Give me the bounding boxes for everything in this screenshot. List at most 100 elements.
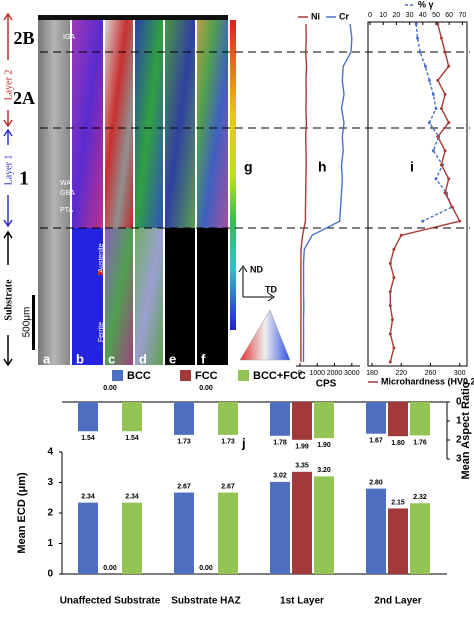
bar	[122, 402, 142, 432]
series-line	[300, 23, 308, 362]
series-point	[388, 290, 392, 294]
scale-bar-label: 500μm	[22, 307, 33, 338]
ferrite-swatch	[98, 345, 103, 350]
value-label: 2.15	[391, 499, 405, 506]
value-label: 1.67	[369, 438, 383, 445]
bar	[218, 402, 238, 435]
phase-legend: Ferrite	[98, 322, 105, 342]
axes-arrows	[238, 265, 275, 302]
value-label: 0.00	[199, 385, 213, 392]
series-point	[388, 360, 392, 364]
series-point	[443, 149, 447, 153]
bar	[218, 492, 238, 574]
series-point	[439, 107, 443, 110]
x-tick-label: 2000	[327, 370, 343, 377]
x-tick-label: 180	[366, 370, 378, 377]
bar	[292, 471, 312, 574]
panel-label: f	[201, 351, 206, 366]
x2-tick-label: 20	[392, 12, 400, 19]
series-point	[421, 219, 425, 223]
panel-c-bottom	[105, 228, 133, 365]
bar	[122, 502, 142, 574]
value-label: 0.00	[103, 565, 117, 572]
value-label: 1.76	[413, 439, 427, 446]
value-label: 1.54	[81, 435, 95, 442]
series-point	[436, 78, 440, 82]
legend-label: BCC+FCC	[253, 370, 306, 382]
panel-label: d	[139, 351, 147, 366]
x-tick-label: 1000	[309, 370, 325, 377]
series-point	[443, 92, 447, 96]
bar	[388, 402, 408, 437]
layer2-arrow	[3, 12, 13, 128]
series-point	[434, 177, 438, 181]
x-tick-label: Unaffected Substrate	[60, 596, 161, 607]
bar	[388, 508, 408, 574]
panel-b-bottom	[72, 228, 103, 365]
y-axis-label: Mean Aspect Ratio	[460, 381, 472, 479]
bar	[410, 402, 430, 436]
series-point	[450, 205, 454, 209]
series-point	[390, 318, 394, 322]
value-label: 3.02	[273, 473, 287, 480]
bar	[314, 402, 334, 439]
legend-label: Cr	[339, 11, 349, 21]
x-tick-label: Substrate HAZ	[171, 596, 240, 607]
series-point	[434, 107, 438, 110]
layer-arrows	[3, 12, 13, 367]
y-tick-label: 0	[456, 397, 462, 408]
austenite-swatch	[98, 270, 103, 275]
plot-frame	[367, 21, 468, 367]
series-point	[458, 219, 462, 223]
panel-label: j	[241, 435, 246, 450]
bar	[174, 492, 194, 574]
bar	[270, 402, 290, 436]
series-point	[392, 346, 396, 350]
legend-label: BCC	[127, 370, 151, 382]
value-label: 2.67	[221, 483, 235, 490]
region-label: Substrate	[3, 279, 14, 321]
bar	[78, 502, 98, 574]
axis-direction: ND	[250, 264, 263, 274]
panel-c-top	[105, 15, 133, 228]
region-lines	[40, 51, 470, 229]
series-point	[388, 332, 392, 336]
series-line	[302, 23, 353, 362]
panel-d-top	[135, 15, 163, 228]
x-tick-label: 2nd Layer	[374, 596, 421, 607]
panel-label: a	[43, 351, 51, 366]
series-point	[392, 276, 396, 279]
legend-label: Microhardness (HV0.2)	[381, 376, 474, 386]
x2-tick-label: 50	[432, 12, 440, 19]
legend-label: Ni	[311, 11, 320, 21]
panel-e-bottom	[165, 228, 195, 365]
x-tick-label: 300	[454, 370, 466, 377]
region-label: 2B	[13, 28, 34, 48]
x2-tick-label: 10	[379, 12, 387, 19]
x2-tick-label: 60	[445, 12, 453, 19]
value-label: 1.73	[177, 439, 191, 446]
series-point	[439, 163, 443, 167]
series-point	[427, 78, 431, 82]
bar	[314, 476, 334, 574]
bar	[174, 402, 194, 435]
series-point	[399, 233, 403, 237]
x2-tick-label: 30	[406, 12, 414, 19]
series-point	[447, 64, 451, 68]
x2-tick-label: 40	[419, 12, 427, 19]
value-label: 2.80	[369, 479, 383, 486]
panel-f-top	[197, 15, 228, 228]
layer-label: Layer 1	[3, 155, 14, 186]
panel-d-bottom	[135, 228, 163, 365]
value-label: 0.00	[199, 565, 213, 572]
value-label: 1.73	[221, 439, 235, 446]
y-tick-label: 2	[47, 508, 53, 519]
series-point	[388, 304, 392, 308]
series-point	[431, 149, 435, 153]
x-tick-label: 3000	[344, 370, 360, 377]
micrographs	[32, 15, 291, 365]
scale-bar	[32, 295, 35, 350]
series-point	[414, 22, 418, 26]
annotation: GBA	[60, 190, 75, 197]
phase-legend: Austenite	[98, 243, 105, 272]
